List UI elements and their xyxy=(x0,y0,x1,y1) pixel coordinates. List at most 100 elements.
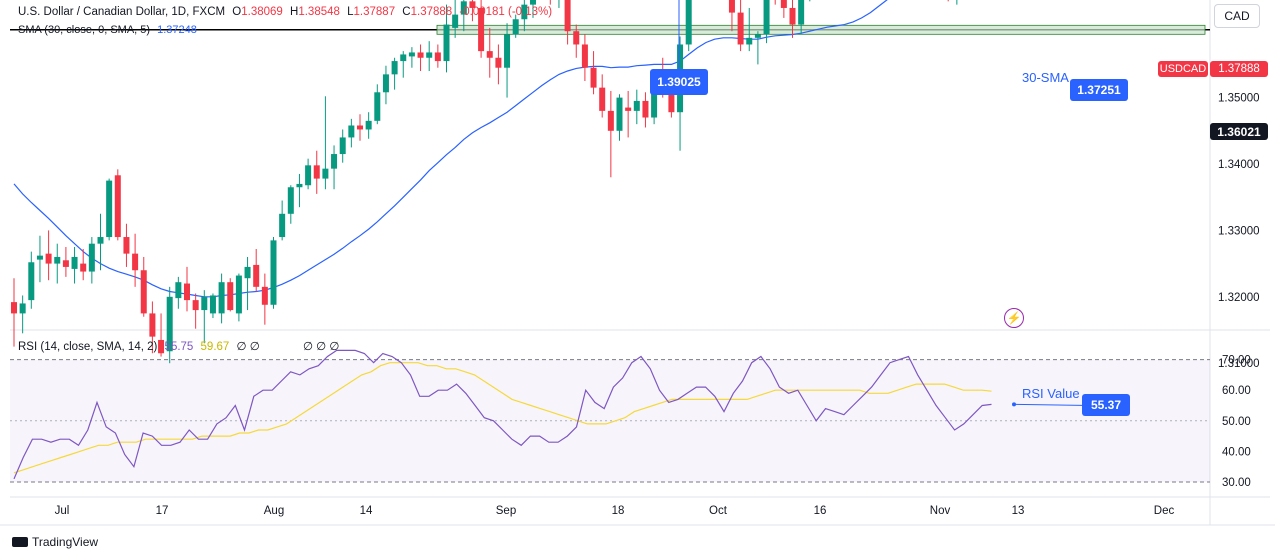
rsi-ma-legend-value: 59.67 xyxy=(200,341,230,353)
sma-callout-tag: 1.37251 xyxy=(1070,79,1128,101)
candle-body xyxy=(244,266,251,279)
rsi-annotation-text: RSI Value xyxy=(1022,386,1080,401)
sma-legend: SMA (30, close, 0, SMA, 5) 1.37248 xyxy=(18,24,201,36)
low-value: 1.37887 xyxy=(353,6,396,18)
support-price-tag: 1.36021 xyxy=(1210,123,1268,140)
symbol-tag: USDCAD xyxy=(1158,61,1208,77)
candle-body xyxy=(460,1,467,15)
candle-body xyxy=(633,100,640,111)
candle-body xyxy=(504,34,511,68)
candle-body xyxy=(486,51,493,58)
last-price-tag: 1.37888 xyxy=(1210,61,1268,77)
candle-body xyxy=(19,303,26,314)
sma-legend-value: 1.37248 xyxy=(157,24,197,36)
close-label: C xyxy=(402,6,411,18)
rsi-tick-label: 50.00 xyxy=(1222,416,1251,428)
rsi-zeros-b: ∅ ∅ ∅ xyxy=(302,341,340,353)
candle-body xyxy=(348,125,355,138)
time-tick-label: 13 xyxy=(1012,505,1025,517)
open-value: 1.38069 xyxy=(241,6,283,18)
candle-body xyxy=(382,74,389,93)
high-value: 1.38548 xyxy=(298,6,340,18)
time-tick-label: 16 xyxy=(814,505,827,517)
price-tick-label: 1.35000 xyxy=(1218,93,1260,105)
support-zone xyxy=(436,24,1206,35)
price-tick-label: 1.31000 xyxy=(1218,358,1260,370)
candle-body xyxy=(331,154,338,169)
candle-body xyxy=(521,4,528,20)
candle-body xyxy=(149,313,156,337)
candle-body xyxy=(763,0,770,35)
price-tick-label: 1.34000 xyxy=(1218,159,1260,171)
rsi-callout-connector xyxy=(1013,403,1083,406)
candle-body xyxy=(408,52,415,57)
open-label: O xyxy=(232,6,242,18)
candle-body xyxy=(754,34,761,38)
candle-body xyxy=(80,263,87,272)
candle-body xyxy=(322,168,329,179)
tradingview-footer: TradingView xyxy=(12,535,98,549)
rsi-callout-tag: 55.37 xyxy=(1082,394,1130,416)
axes: 1.31000 1.32000 1.33000 1.34000 1.35000 30.00… xyxy=(55,93,1260,517)
candle-body xyxy=(114,175,121,238)
candle-body xyxy=(581,44,588,68)
candle-body xyxy=(253,264,260,287)
candle-body xyxy=(625,107,632,111)
high-label: H xyxy=(290,6,299,18)
candle-body xyxy=(192,300,199,311)
change-value: -0.00181 (-0.13%) xyxy=(459,6,553,18)
time-tick-label: 17 xyxy=(156,505,169,517)
rsi-zeros-a: ∅ ∅ xyxy=(236,341,260,353)
candles xyxy=(11,0,958,364)
candle-body xyxy=(132,253,139,271)
tradingview-logo-icon xyxy=(12,537,28,547)
candle-body xyxy=(685,0,692,45)
rsi-tick-label: 70.00 xyxy=(1222,355,1251,367)
candle-body xyxy=(564,0,571,32)
candle-body xyxy=(54,256,61,264)
candle-body xyxy=(339,137,346,155)
candle-body xyxy=(313,165,320,179)
candle-body xyxy=(209,295,216,314)
lightning-icon[interactable]: ⚡ xyxy=(1004,308,1024,328)
rsi-tick-label: 40.00 xyxy=(1222,446,1251,458)
time-tick-label: Nov xyxy=(930,505,951,517)
currency-button[interactable]: CAD xyxy=(1214,4,1260,28)
candle-body xyxy=(357,125,363,130)
rsi-ma-line xyxy=(13,362,992,474)
candle-body xyxy=(158,339,165,354)
candle-body xyxy=(11,302,17,314)
candle-body xyxy=(780,0,787,8)
candle-body xyxy=(140,270,147,314)
tradingview-brand: TradingView xyxy=(32,535,99,549)
candle-body xyxy=(227,282,234,311)
candle-body xyxy=(452,14,459,28)
time-tick-label: Jul xyxy=(55,505,70,517)
time-tick-label: 18 xyxy=(612,505,625,517)
candle-body xyxy=(296,183,303,188)
candle-body xyxy=(184,283,190,301)
rsi-line xyxy=(13,349,992,480)
support-resistance-zones xyxy=(10,24,1210,35)
candle-body xyxy=(530,0,536,5)
candle-body xyxy=(426,52,433,58)
candle-body xyxy=(443,24,450,62)
rsi-legend-text: RSI (14, close, SMA, 14, 2) xyxy=(18,341,158,353)
candle-body xyxy=(270,240,277,305)
time-tick-label: Sep xyxy=(496,505,516,517)
candle-body xyxy=(62,260,69,267)
rsi-callout-point xyxy=(1012,402,1016,407)
rsi-legend-value: 55.75 xyxy=(164,341,194,353)
candle-body xyxy=(512,19,519,35)
rsi-legend: RSI (14, close, SMA, 14, 2) 55.75 59.67 … xyxy=(18,339,343,353)
candle-body xyxy=(36,255,43,260)
candle-body xyxy=(417,52,424,58)
candle-body xyxy=(45,253,52,264)
sma-annotation-text: 30-SMA xyxy=(1022,70,1069,85)
candle-body xyxy=(434,52,441,62)
candle-body xyxy=(175,282,182,299)
candle-body xyxy=(728,0,735,13)
resistance-callout-tag: 1.39025 xyxy=(650,69,708,95)
candle-body xyxy=(746,37,753,45)
